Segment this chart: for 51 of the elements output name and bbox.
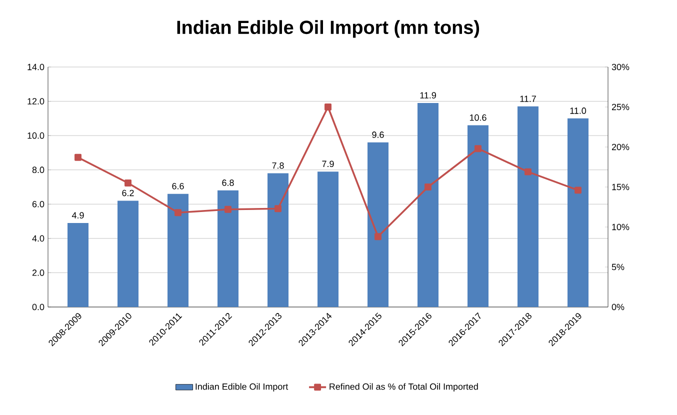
point <box>124 180 132 186</box>
bar <box>68 223 88 307</box>
data-label: 11.7 <box>520 96 536 102</box>
point <box>474 145 482 152</box>
y2-tick-label: 5% <box>612 264 624 270</box>
point <box>274 205 282 212</box>
y-tick-label: 4.0 <box>32 235 44 242</box>
data-label: 7.8 <box>272 162 284 169</box>
y-tick-label: 14.0 <box>28 64 44 70</box>
y-tick-label: 10.0 <box>28 132 44 139</box>
bar <box>568 118 589 307</box>
data-label: 6.8 <box>222 180 234 186</box>
data-label: 10.6 <box>470 114 486 121</box>
data-label: 11.0 <box>570 108 586 114</box>
y-tick-label: 6.0 <box>32 200 44 208</box>
y-tick-label: 12.0 <box>28 98 44 104</box>
point <box>524 168 532 176</box>
point <box>574 186 582 194</box>
y-tick-label: 0.0 <box>32 304 44 310</box>
point <box>174 209 182 216</box>
data-label: 11.9 <box>420 92 436 98</box>
bar <box>418 103 439 307</box>
data-label: 7.9 <box>322 160 334 168</box>
bar <box>468 125 489 307</box>
bar <box>368 142 389 307</box>
data-label: 6.6 <box>172 182 184 190</box>
data-label: 9.6 <box>372 132 384 138</box>
point <box>374 233 382 240</box>
bar <box>168 194 188 307</box>
y2-tick-label: 30% <box>612 64 630 70</box>
point <box>224 206 232 213</box>
bar <box>218 190 238 307</box>
bar <box>268 173 289 307</box>
y-tick-label: 8.0 <box>32 166 44 174</box>
bar <box>318 172 339 307</box>
y2-tick-label: 0% <box>612 304 624 310</box>
point <box>74 154 82 161</box>
legend-label: Refined Oil as % of Total Oil Imported <box>330 383 478 392</box>
y2-tick-label: 15% <box>612 184 630 190</box>
chart-title: Indian Edible Oil Import (mn tons) <box>177 20 480 38</box>
y-tick-label: 2.0 <box>32 270 44 276</box>
bar <box>118 200 138 307</box>
point <box>424 184 432 190</box>
y2-tick-label: 25% <box>612 104 630 110</box>
legend-label: Indian Edible Oil Import <box>196 383 288 392</box>
point <box>324 104 332 110</box>
y2-tick-label: 20% <box>612 144 630 150</box>
data-label: 6.2 <box>122 190 134 196</box>
bar <box>518 106 539 307</box>
y2-tick-label: 10% <box>612 224 630 230</box>
data-label: 4.9 <box>72 212 84 218</box>
